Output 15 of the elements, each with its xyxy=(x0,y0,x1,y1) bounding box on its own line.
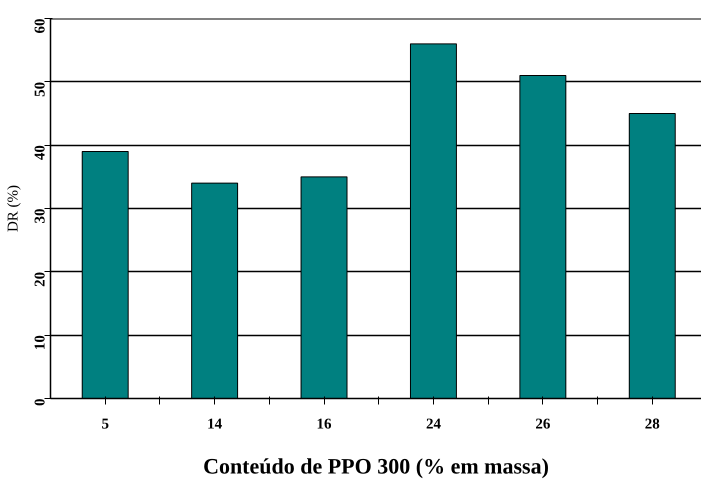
x-tick-label: 28 xyxy=(644,416,660,432)
x-tick-label: 5 xyxy=(101,416,109,432)
y-tick-label: 20 xyxy=(32,272,48,287)
y-tick-label: 50 xyxy=(32,82,48,97)
y-tick-label: 40 xyxy=(32,145,48,160)
y-tick-label: 10 xyxy=(32,335,48,350)
y-tick-label: 0 xyxy=(32,398,48,406)
x-tick-label: 24 xyxy=(426,416,442,432)
x-tick-label: 14 xyxy=(207,416,223,432)
y-tick-label: 30 xyxy=(32,208,48,224)
x-tick-label: 26 xyxy=(535,416,551,432)
y-tick-label: 60 xyxy=(32,18,48,34)
x-tick-label: 16 xyxy=(316,416,332,432)
y-axis-title: DR (%) xyxy=(6,184,22,232)
x-axis-title: Conteúdo de PPO 300 (% em massa) xyxy=(203,454,549,478)
